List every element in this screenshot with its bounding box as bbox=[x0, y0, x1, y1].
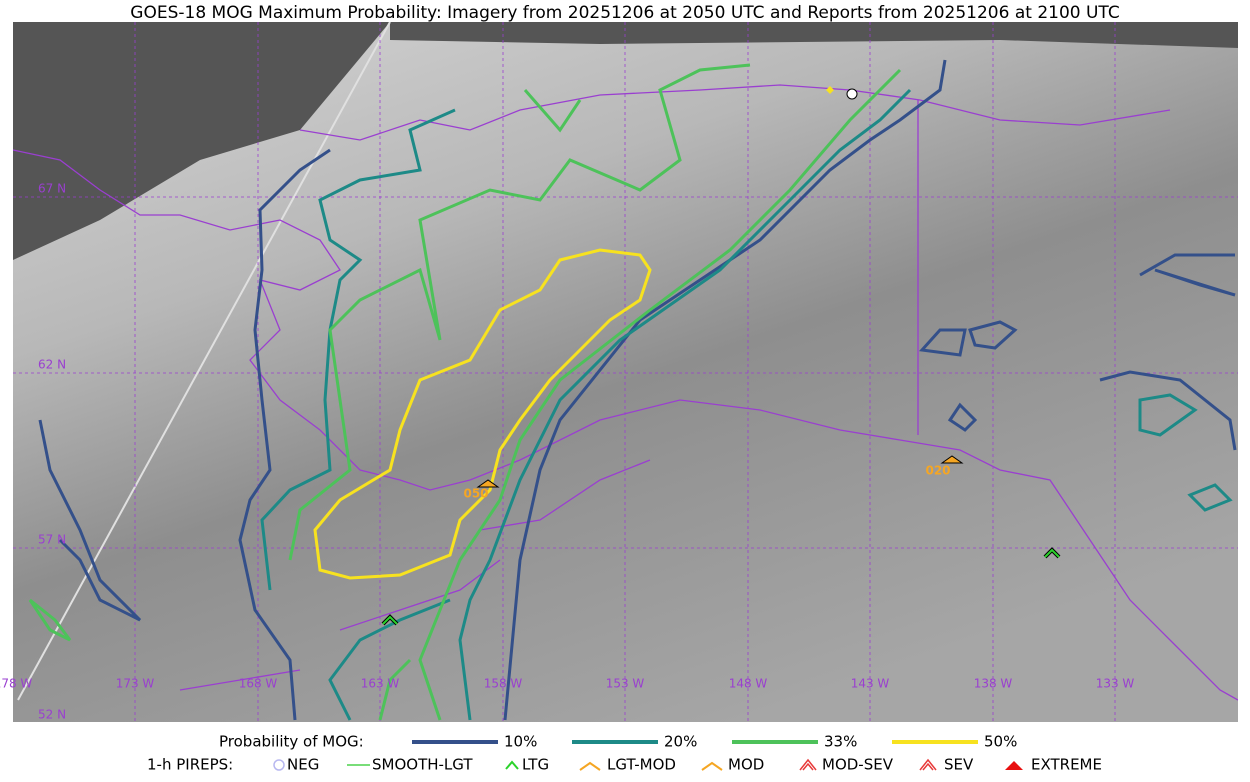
legend: Probability of MOG: 10% 20% 33% 50% 1-h PIREP… bbox=[147, 733, 1102, 774]
legend-icon bbox=[919, 758, 937, 771]
pirep-lgt-mod bbox=[476, 479, 500, 488]
contour-20 bbox=[260, 88, 912, 721]
longitude-label: 143 W bbox=[851, 677, 890, 691]
title: GOES-18 MOG Maximum Probability: Imagery… bbox=[130, 3, 1119, 23]
map: 050 020 bbox=[13, 22, 1238, 722]
coastline bbox=[179, 669, 301, 691]
contour-33 bbox=[288, 63, 902, 721]
legend-label: SEV bbox=[944, 756, 974, 774]
coastline bbox=[469, 399, 1238, 701]
legend-label: 33% bbox=[824, 733, 857, 751]
legend-label: 20% bbox=[664, 733, 697, 751]
legend-icon bbox=[579, 761, 601, 771]
legend-icon bbox=[1005, 761, 1023, 770]
legend-icon bbox=[701, 761, 723, 771]
longitude-label: 138 W bbox=[974, 677, 1013, 691]
report-altitude: 020 bbox=[925, 464, 950, 478]
legend-label: MOD bbox=[728, 756, 764, 774]
pirep-ltg bbox=[382, 615, 398, 625]
legend-label: SMOOTH-LGT bbox=[372, 756, 473, 774]
legend-label: NEG bbox=[287, 756, 319, 774]
longitude-label: 133 W bbox=[1096, 677, 1135, 691]
report-altitude: 050 bbox=[463, 487, 488, 501]
pirep-ltg bbox=[1044, 548, 1060, 558]
longitude-label: 153 W bbox=[606, 677, 645, 691]
coastline bbox=[299, 84, 1171, 141]
latitude-label: 62 N bbox=[38, 358, 66, 372]
contour-10 bbox=[38, 419, 142, 622]
coastline bbox=[479, 459, 651, 531]
no-data-strip bbox=[390, 22, 1238, 48]
longitude-label: 148 W bbox=[729, 677, 768, 691]
legend-title: Probability of MOG: bbox=[219, 733, 364, 751]
longitude-label: 158 W bbox=[484, 677, 523, 691]
legend-label: LTG bbox=[522, 756, 549, 774]
legend-label: MOD-SEV bbox=[822, 756, 894, 774]
contour-10 bbox=[918, 253, 1237, 451]
legend-label: EXTREME bbox=[1031, 756, 1102, 774]
map-labels: 67 N 62 N 57 N 52 N 178 W 173 W 168 W 163 W 158 … bbox=[0, 182, 1134, 722]
longitude-label: 178 W bbox=[0, 677, 32, 691]
legend-label: 10% bbox=[504, 733, 537, 751]
contour-50 bbox=[313, 248, 652, 580]
legend-icon bbox=[505, 760, 519, 770]
latitude-label: 52 N bbox=[38, 708, 66, 722]
longitude-label: 173 W bbox=[116, 677, 155, 691]
coastline bbox=[13, 149, 471, 491]
contour-33 bbox=[28, 598, 72, 642]
legend-label: 50% bbox=[984, 733, 1017, 751]
pirep-neg bbox=[846, 88, 858, 100]
legend-label: LGT-MOD bbox=[607, 756, 676, 774]
latitude-label: 67 N bbox=[38, 182, 66, 196]
coastline bbox=[339, 559, 501, 631]
contour-10 bbox=[238, 59, 947, 721]
no-data-region bbox=[13, 22, 390, 260]
contour-20 bbox=[1138, 393, 1233, 512]
longitude-label: 168 W bbox=[239, 677, 278, 691]
legend-title: 1-h PIREPS: bbox=[147, 756, 233, 774]
legend-icon bbox=[273, 759, 285, 771]
legend-icon bbox=[799, 758, 817, 771]
pirep-lgt-mod bbox=[940, 455, 964, 464]
longitude-label: 163 W bbox=[361, 677, 400, 691]
pirep-mark bbox=[826, 86, 834, 94]
latitude-label: 57 N bbox=[38, 533, 66, 547]
